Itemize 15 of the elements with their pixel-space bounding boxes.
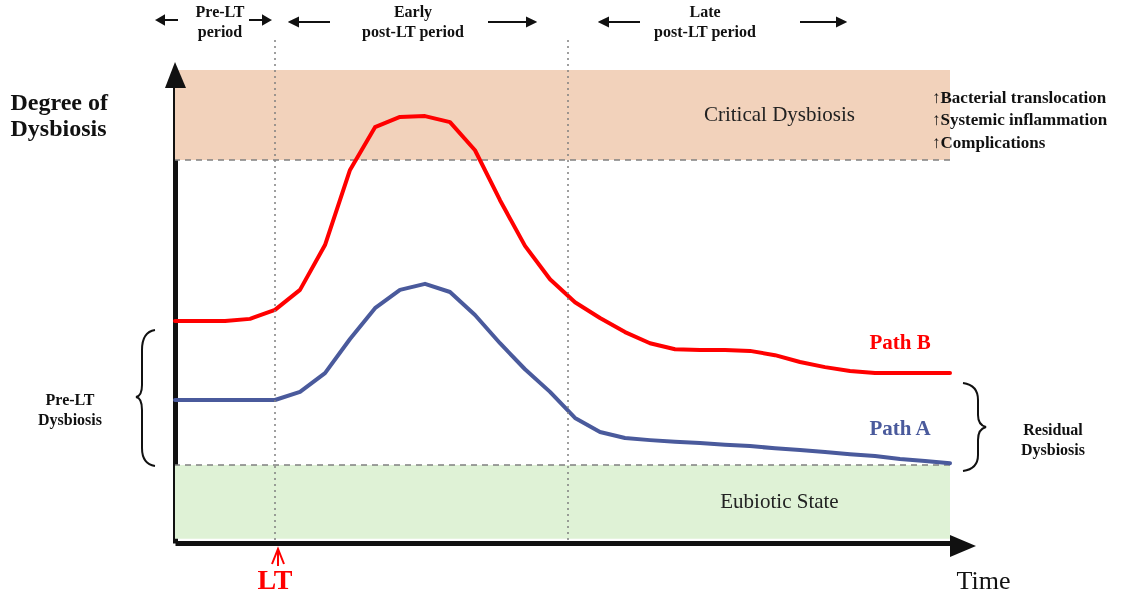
text: Residual Dysbiosis	[1020, 421, 1086, 459]
x-axis-title: Time	[956, 565, 1011, 595]
annotation: ↑Systemic inflammation	[932, 110, 1108, 129]
y-axis-title: Degree of Dysbiosis	[10, 88, 110, 141]
band-label: Eubiotic State	[720, 488, 839, 513]
series-label: Path A	[869, 415, 932, 440]
text: Pre-LT period	[195, 3, 245, 41]
annotation: ↑Complications	[932, 133, 1046, 152]
text: ↑Bacterial translocation	[932, 88, 1107, 107]
band-label: Critical Dysbiosis	[703, 102, 856, 127]
series-label: Path B	[869, 330, 931, 355]
text: Late post-LT period	[654, 3, 757, 41]
text: Pre-LT Dysbiosis	[37, 391, 103, 429]
text: LT	[257, 564, 293, 595]
text: Early post-LT period	[362, 3, 465, 41]
